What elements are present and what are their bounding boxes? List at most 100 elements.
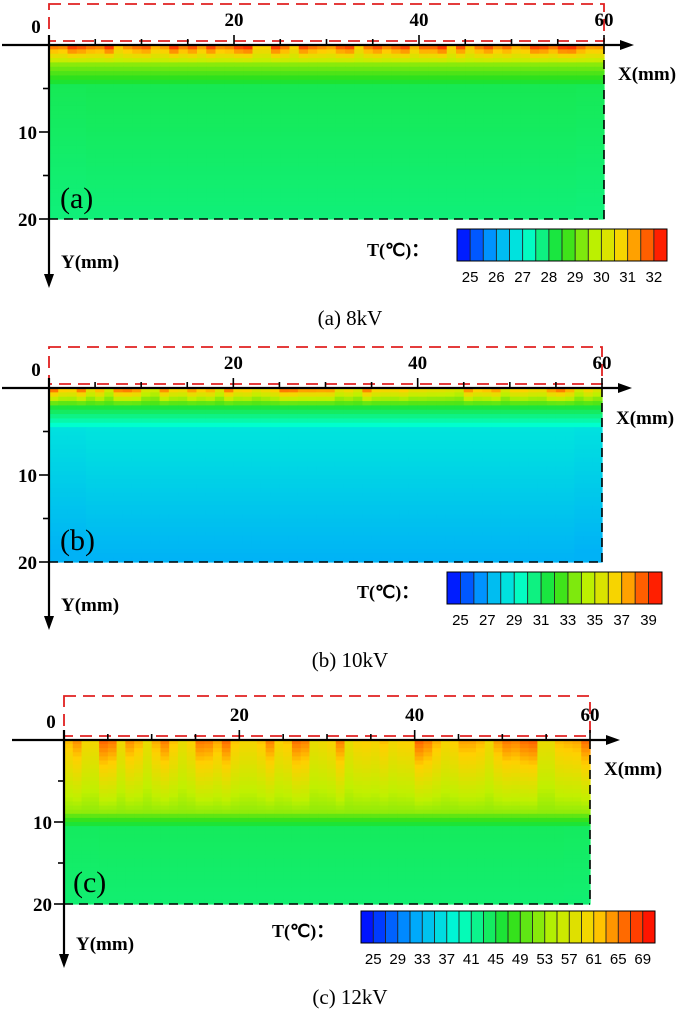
heatmap-cell <box>122 540 133 546</box>
heatmap-cell <box>539 118 550 124</box>
heatmap-cell <box>363 153 374 159</box>
heatmap-cell <box>399 466 410 472</box>
heatmap-cell <box>280 58 291 63</box>
heatmap-cell <box>436 514 446 520</box>
heatmap-cell <box>546 540 557 546</box>
heatmap-cell <box>491 505 502 511</box>
heatmap-cell <box>557 127 568 133</box>
heatmap-cell <box>583 527 594 533</box>
heatmap-cell <box>251 514 262 520</box>
heatmap-cell <box>372 145 383 150</box>
heatmap-cell <box>297 427 308 433</box>
heatmap-cell <box>95 461 105 467</box>
heatmap-cell <box>178 535 188 541</box>
heatmap-cell <box>270 388 281 393</box>
heatmap-cell <box>483 114 494 120</box>
heatmap-cell <box>500 483 511 489</box>
heatmap-cell <box>482 453 492 459</box>
heatmap-cell <box>289 145 300 150</box>
heatmap-cell <box>85 457 96 463</box>
heatmap-cell <box>417 453 428 459</box>
heatmap-cell <box>67 518 78 524</box>
heatmap-cell <box>242 405 253 411</box>
heatmap-cell <box>178 136 189 142</box>
heatmap-cell <box>297 401 308 406</box>
y-axis-label: Y(mm) <box>61 595 119 616</box>
heatmap-cell <box>242 540 253 546</box>
heatmap-cell <box>197 45 207 50</box>
heatmap-cell <box>520 179 531 185</box>
heatmap-cell <box>150 140 161 146</box>
heatmap-cell <box>519 518 529 524</box>
heatmap-cell <box>141 488 151 493</box>
colorbar-segment <box>601 229 615 261</box>
heatmap-cell <box>446 49 457 55</box>
heatmap-cell <box>491 440 502 446</box>
heatmap-cell <box>224 461 234 467</box>
heatmap-cell <box>251 496 262 502</box>
heatmap-cell <box>243 114 254 120</box>
heatmap-cell <box>509 531 520 537</box>
heatmap-cell <box>271 105 281 111</box>
heatmap-cell <box>454 466 465 472</box>
heatmap-cell <box>585 132 596 137</box>
heatmap-cell <box>343 501 354 507</box>
heatmap-cell <box>178 505 188 511</box>
heatmap-cell <box>307 483 317 489</box>
colorbar-segment <box>548 229 563 261</box>
heatmap-cell <box>472 401 483 406</box>
heatmap-cell <box>417 522 428 528</box>
heatmap-cell <box>445 401 456 406</box>
heatmap-cell <box>509 522 520 528</box>
heatmap-cell <box>363 62 374 68</box>
heatmap-cell <box>428 114 439 120</box>
heatmap-cell <box>298 184 309 190</box>
heatmap-cell <box>242 557 253 563</box>
heatmap-cell <box>298 175 309 181</box>
heatmap-cell <box>417 457 428 463</box>
heatmap-cell <box>548 210 559 216</box>
heatmap-cell <box>482 461 492 467</box>
heatmap-cell <box>251 405 262 411</box>
heatmap-cell <box>178 483 188 489</box>
heatmap-cell <box>474 184 485 190</box>
heatmap-cell <box>537 401 548 406</box>
heatmap-cell <box>583 448 594 454</box>
heatmap-cell <box>279 509 290 515</box>
heatmap-cell <box>187 110 198 116</box>
heatmap-cell <box>178 214 189 220</box>
heatmap-cell <box>187 153 198 159</box>
heatmap-cell <box>58 136 69 142</box>
heatmap-cell <box>215 75 226 81</box>
heatmap-cell <box>150 175 161 181</box>
heatmap-cell <box>500 505 511 511</box>
heatmap-cell <box>343 479 354 485</box>
heatmap-cell <box>132 84 143 90</box>
heatmap-cell <box>345 49 355 55</box>
heatmap-cell <box>574 461 585 467</box>
heatmap-cell <box>150 62 161 68</box>
heatmap-cell <box>491 540 502 546</box>
heatmap-cell <box>482 548 492 554</box>
heatmap-cell <box>123 49 133 55</box>
heatmap-cell <box>297 540 308 546</box>
heatmap-cell <box>85 483 96 489</box>
heatmap-cell <box>159 414 170 420</box>
heatmap-cell <box>509 466 520 472</box>
heatmap-cell <box>594 118 605 124</box>
heatmap-cell <box>446 201 457 207</box>
heatmap-cell <box>159 527 170 533</box>
heatmap-cell <box>67 444 78 450</box>
heatmap-cell <box>548 97 559 103</box>
heatmap-cell <box>343 527 354 533</box>
heatmap-cell <box>502 88 513 94</box>
heatmap-cell <box>169 75 180 81</box>
heatmap-cell <box>594 92 605 98</box>
heatmap-cell <box>49 461 59 467</box>
heatmap-cell <box>539 53 550 59</box>
heatmap-cell <box>546 409 557 415</box>
heatmap-cell <box>500 392 511 398</box>
heatmap-cell <box>594 88 605 94</box>
heatmap-cell <box>594 153 605 159</box>
heatmap-cell <box>260 496 271 502</box>
